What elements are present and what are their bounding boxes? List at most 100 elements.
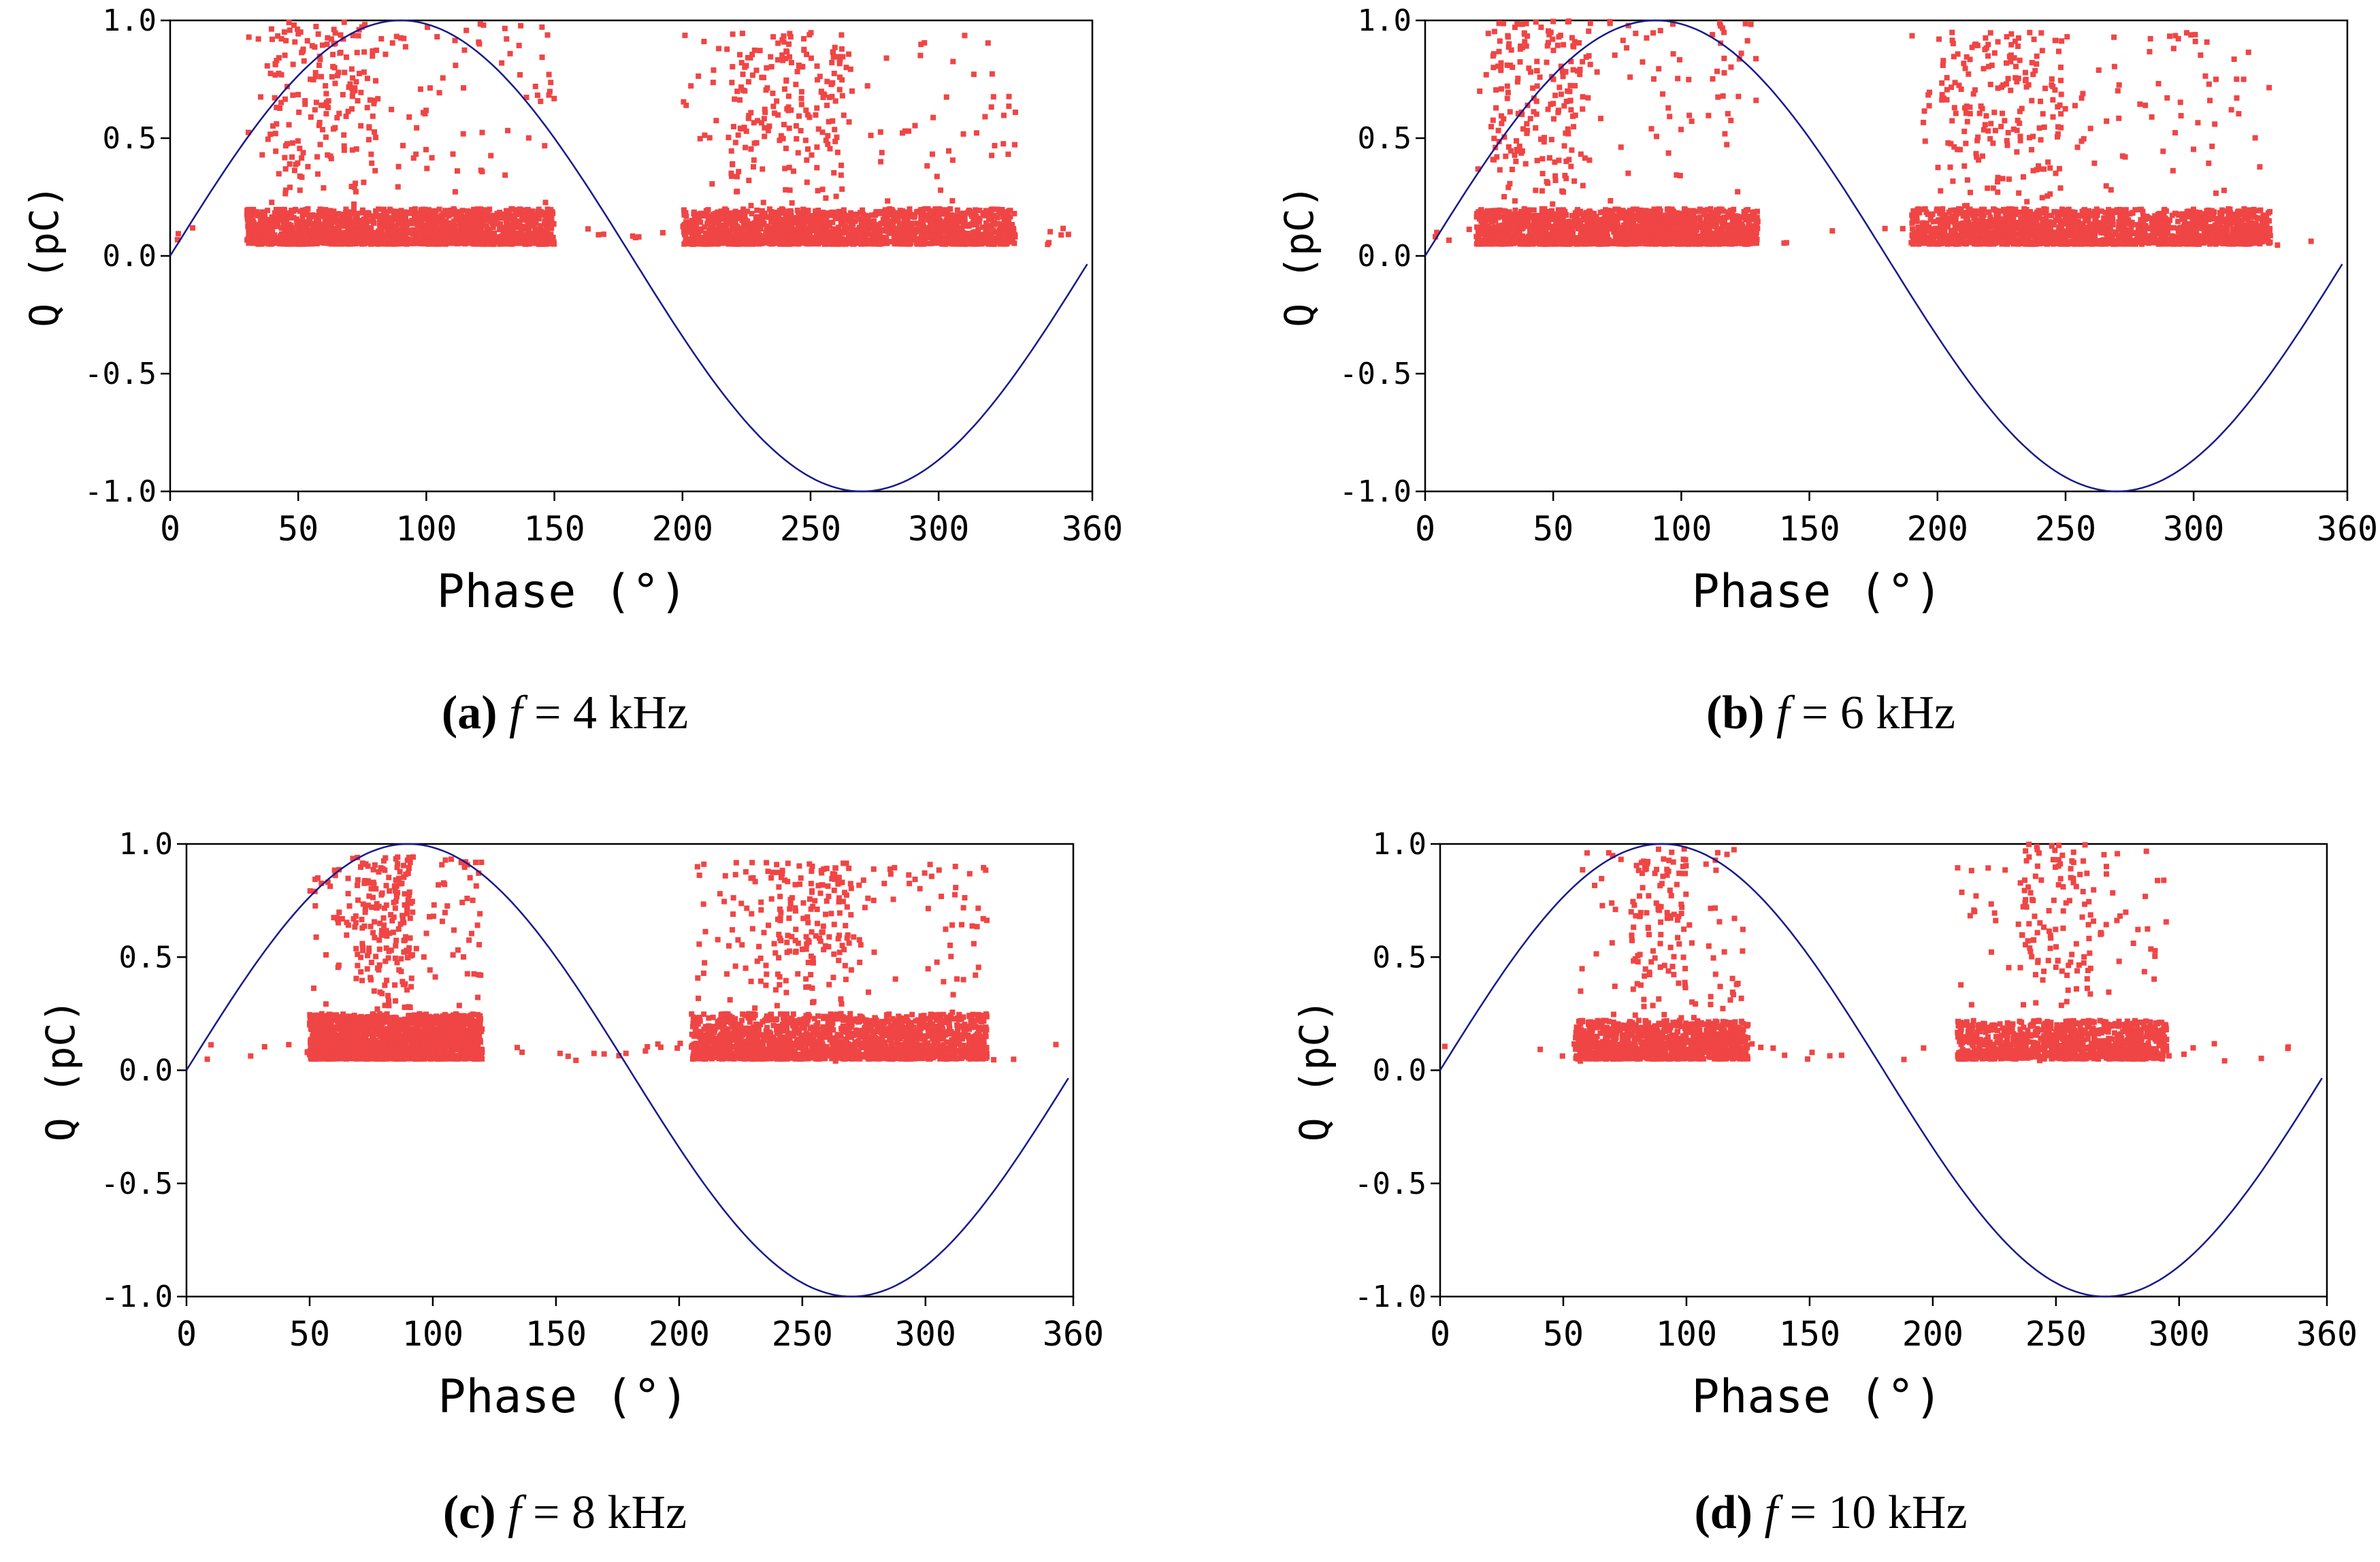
- scatter-point: [806, 233, 811, 239]
- scatter-point: [737, 97, 743, 103]
- scatter-point: [520, 214, 525, 219]
- scatter-point: [381, 208, 387, 214]
- scatter-point: [274, 105, 279, 110]
- scatter-point: [325, 210, 330, 215]
- scatter-point: [734, 189, 739, 195]
- scatter-point: [361, 69, 367, 75]
- scatter-point: [329, 156, 334, 161]
- scatter-point: [736, 169, 741, 174]
- scatter-point: [321, 240, 326, 246]
- scatter-point: [813, 112, 818, 118]
- scatter-point: [370, 53, 375, 59]
- scatter-point: [549, 216, 554, 221]
- scatter-point: [539, 210, 544, 215]
- scatter-point: [910, 221, 915, 226]
- scatter-point: [886, 231, 892, 236]
- scatter-point: [329, 231, 334, 236]
- scatter-point: [737, 52, 743, 57]
- scatter-point: [836, 209, 842, 214]
- scatter-point: [770, 34, 776, 39]
- scatter-point: [973, 221, 978, 226]
- scatter-point: [389, 107, 394, 112]
- scatter-point: [488, 153, 493, 159]
- scatter-point: [417, 236, 422, 242]
- scatter-point: [305, 164, 310, 169]
- scatter-point: [991, 94, 996, 99]
- scatter-point: [373, 135, 378, 140]
- scatter-point: [304, 219, 310, 225]
- scatter-point: [371, 220, 376, 225]
- scatter-point: [533, 84, 538, 89]
- scatter-point: [292, 39, 297, 45]
- scatter-point: [304, 242, 309, 247]
- scatter-point: [883, 208, 888, 214]
- scatter-point: [401, 36, 406, 42]
- scatter-point: [366, 137, 372, 142]
- scatter-point: [489, 218, 494, 224]
- scatter-point: [414, 125, 419, 131]
- scatter-point: [985, 241, 990, 246]
- scatter-point: [824, 79, 830, 84]
- scatter-point: [744, 129, 749, 134]
- scatter-point: [361, 49, 367, 54]
- scatter-point: [383, 233, 389, 238]
- scatter-point: [452, 223, 457, 229]
- scatter-point: [944, 208, 949, 213]
- scatter-point: [282, 29, 287, 35]
- x-tick-label: 100: [1650, 509, 1712, 549]
- scatter-point: [832, 139, 838, 144]
- scatter-point: [542, 143, 547, 148]
- scatter-point: [434, 227, 440, 232]
- scatter-point: [783, 78, 789, 83]
- scatter-point: [767, 240, 772, 246]
- scatter-point: [696, 74, 701, 79]
- scatter-point: [987, 216, 992, 222]
- scatter-point: [349, 66, 355, 71]
- scatter-point: [711, 227, 716, 233]
- scatter-point: [944, 225, 949, 230]
- scatter-point: [989, 104, 994, 110]
- scatter-point: [849, 213, 854, 218]
- scatter-point: [775, 112, 781, 118]
- scatter-point: [292, 167, 297, 173]
- scatter-point: [973, 240, 978, 245]
- scatter-point: [499, 61, 504, 66]
- scatter-point: [857, 231, 862, 237]
- scatter-point: [265, 63, 270, 69]
- scatter-point: [258, 233, 263, 239]
- scatter-point: [539, 25, 544, 30]
- scatter-point: [403, 216, 408, 222]
- scatter-point: [1046, 240, 1052, 245]
- scatter-point: [885, 214, 890, 219]
- scatter-point: [283, 166, 289, 172]
- scatter-point: [299, 221, 304, 226]
- scatter-point: [366, 124, 372, 129]
- scatter-point: [866, 228, 871, 233]
- scatter-point: [498, 223, 503, 228]
- scatter-point: [176, 231, 181, 236]
- scatter-point: [400, 210, 406, 215]
- scatter-point: [900, 130, 905, 135]
- scatter-point: [777, 137, 782, 143]
- scatter-point: [434, 34, 440, 39]
- scatter-point: [801, 239, 806, 244]
- scatter-point: [709, 181, 715, 186]
- y-tick-label: 0.0: [103, 239, 157, 274]
- scatter-point: [551, 235, 556, 240]
- scatter-point: [707, 135, 713, 140]
- x-tick-label: 150: [523, 509, 585, 549]
- scatter-point: [372, 129, 377, 135]
- scatter-point: [822, 237, 828, 242]
- scatter-point: [856, 240, 862, 246]
- scatter-point: [542, 239, 547, 244]
- scatter-point: [753, 67, 759, 73]
- scatter-point: [512, 216, 517, 221]
- scatter-point: [361, 228, 366, 233]
- scatter-point: [819, 89, 824, 95]
- scatter-point: [821, 95, 826, 100]
- scatter-point: [431, 235, 436, 241]
- scatter-point: [342, 20, 347, 25]
- scatter-point: [762, 133, 767, 139]
- scatter-point: [487, 234, 493, 240]
- scatter-point: [476, 235, 481, 240]
